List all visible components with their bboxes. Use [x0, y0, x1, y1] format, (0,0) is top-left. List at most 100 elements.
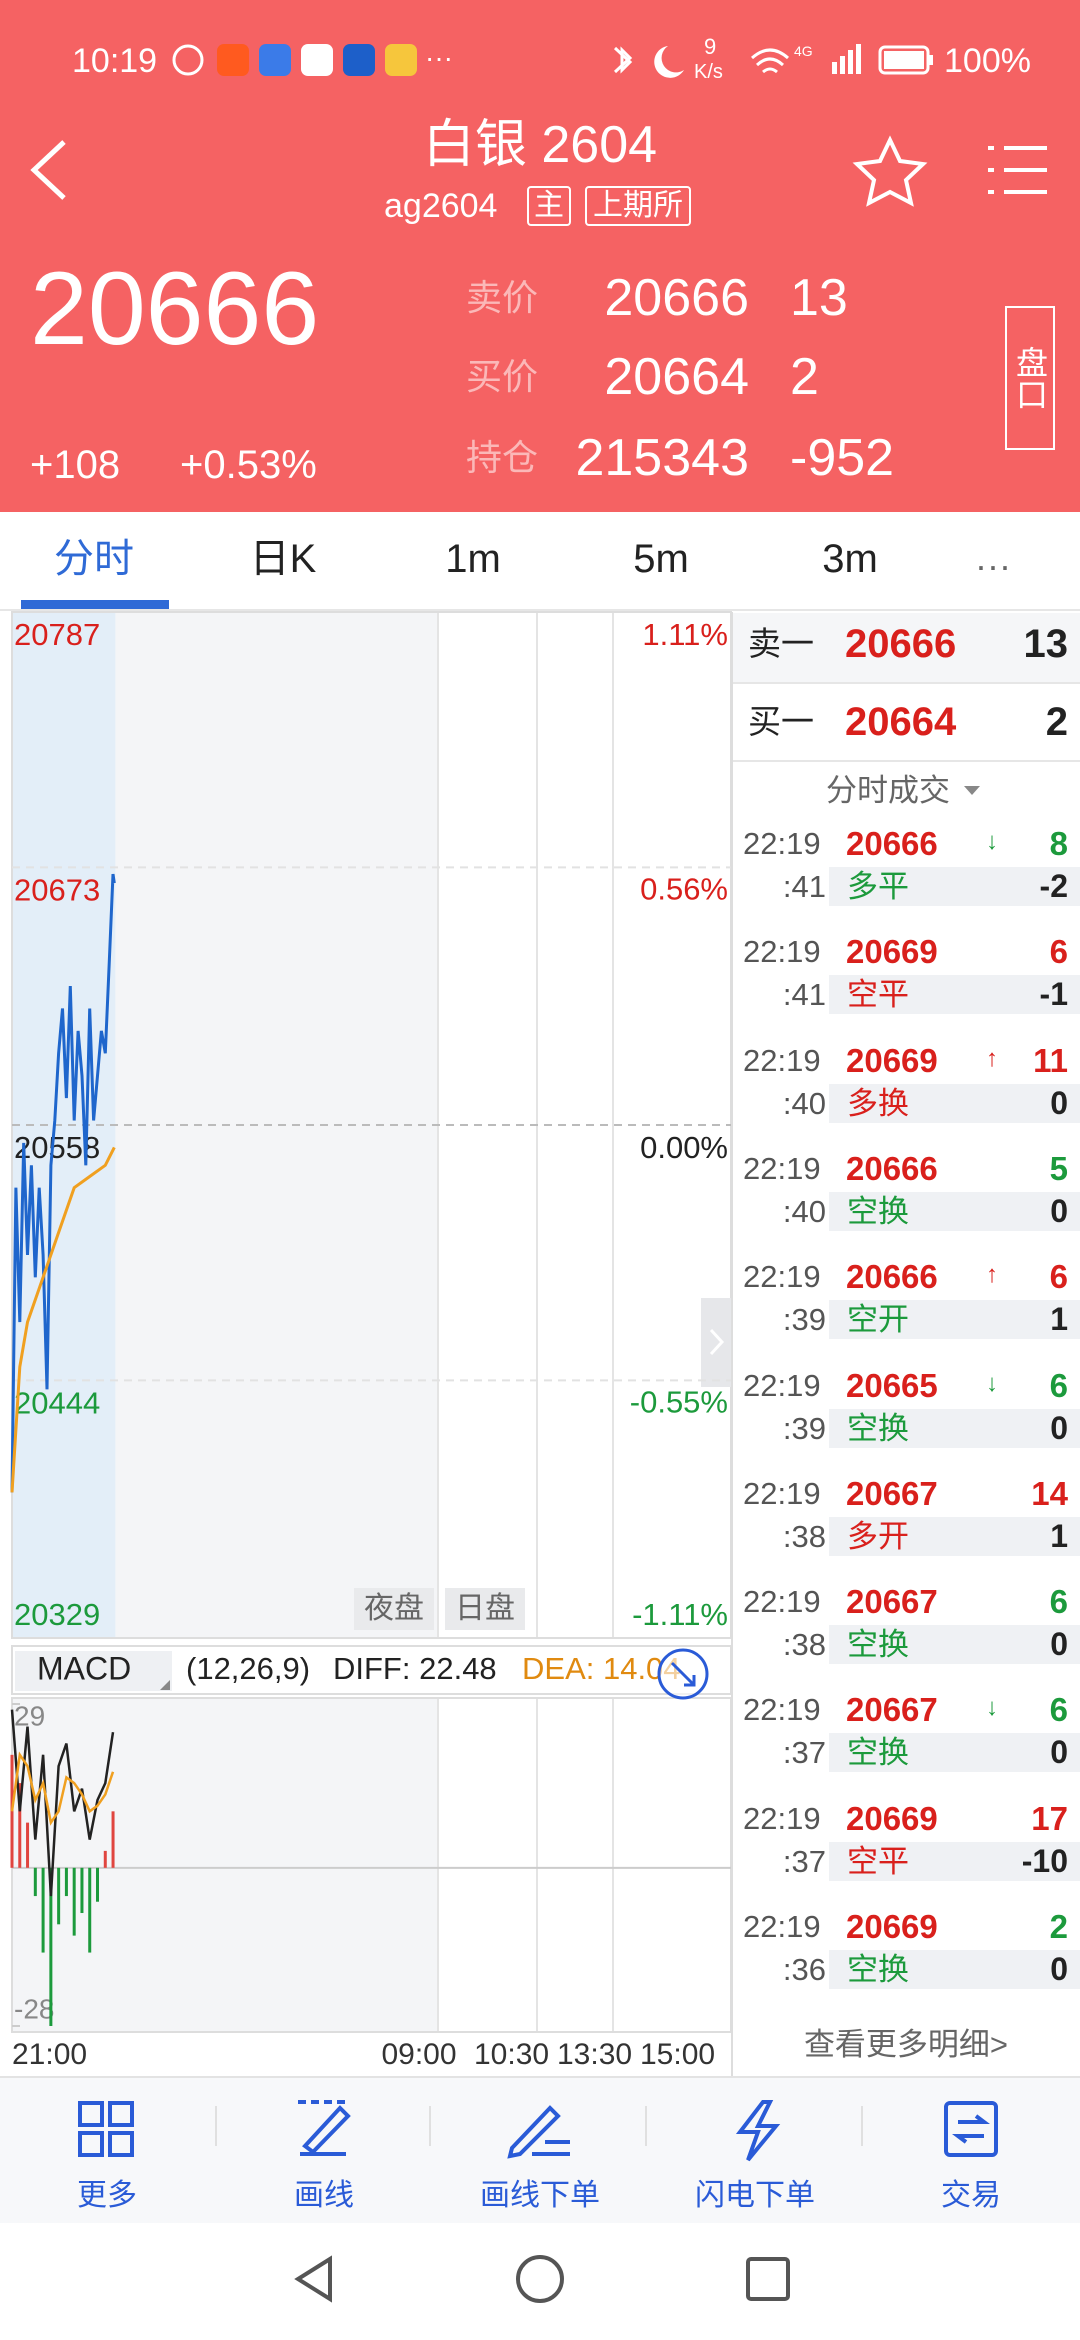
- quote-qty: 13: [790, 269, 848, 327]
- trade-time: 22:19: [743, 826, 821, 861]
- trade-vol: 2: [1049, 1908, 1068, 1945]
- trade-time: 22:19: [743, 1475, 821, 1511]
- trade-sec: :37: [782, 1735, 826, 1771]
- trade-sec: :38: [782, 1518, 826, 1554]
- back-button[interactable]: [30, 140, 66, 200]
- nav-home[interactable]: [516, 2255, 564, 2303]
- status-battery: 100%: [944, 42, 1031, 80]
- toolbar-label[interactable]: 交易: [941, 2179, 1001, 2212]
- status-icons: [172, 44, 933, 78]
- y2-tick-label: -0.55%: [630, 1384, 728, 1419]
- y-tick-label: 20329: [14, 1597, 100, 1632]
- nav-back[interactable]: [294, 2255, 332, 2303]
- trade-time: 22:19: [743, 1259, 821, 1295]
- header-bg: [0, 0, 1080, 512]
- quote-label: 买价: [466, 356, 539, 397]
- trade-vol: 11: [1033, 1041, 1068, 1079]
- trade-arrow: ↑: [986, 1261, 998, 1289]
- trade-price: 20669: [846, 1799, 938, 1837]
- more-link[interactable]: 查看更多明细>: [803, 2027, 1009, 2062]
- change-pct: +0.53%: [180, 443, 317, 487]
- tab[interactable]: 1m: [445, 537, 501, 581]
- trade-time: 22:19: [743, 1042, 821, 1078]
- trade-vol: 6: [1049, 1258, 1068, 1296]
- trade-change: 0: [1050, 1734, 1068, 1771]
- y-tick-label: 20787: [14, 617, 100, 652]
- trade-type: 空平: [847, 977, 909, 1013]
- toolbar-label[interactable]: 画线: [294, 2179, 354, 2212]
- series-line: [10, 873, 116, 1493]
- tab[interactable]: 5m: [633, 537, 689, 581]
- y-tick-label: 20444: [14, 1386, 100, 1421]
- series-line: [10, 1146, 116, 1493]
- trade-row-bg: [829, 1191, 1080, 1231]
- trade-time: 22:19: [743, 934, 821, 970]
- quote-label: 卖价: [466, 277, 539, 318]
- panel-button[interactable]: 盘口: [1005, 306, 1055, 450]
- trade-type: 空换: [847, 1735, 909, 1771]
- trade-arrow: ↓: [986, 1694, 998, 1722]
- toolbar-label[interactable]: 画线下单: [480, 2179, 600, 2212]
- trade-change: 0: [1050, 1409, 1068, 1446]
- night-bg: [12, 1698, 438, 2032]
- tab[interactable]: 分时: [54, 537, 134, 581]
- book-label: 买一: [748, 703, 814, 740]
- trade-sec: :39: [782, 1302, 826, 1338]
- toolbar-label[interactable]: 更多: [77, 2179, 137, 2212]
- trade-arrow: ↓: [986, 828, 998, 855]
- macd-bar: [88, 1867, 92, 1953]
- trade-row-bg: [829, 1841, 1080, 1881]
- trade-price: 20666: [846, 825, 938, 862]
- status-speed-unit: K/s: [694, 61, 723, 83]
- macd-title: MACD: [37, 1650, 131, 1686]
- trade-change: 1: [1050, 1301, 1068, 1338]
- chart: 20787206732055820444203291.11%0.56%0.00%…: [10, 611, 1080, 2076]
- x-tick-label: 09:00: [381, 2038, 456, 2071]
- trade-price: 20667: [846, 1474, 938, 1512]
- x-tick-label: 13:30: [557, 2038, 632, 2071]
- status-more: ···: [425, 42, 453, 73]
- trade-price: 20667: [846, 1583, 938, 1621]
- trade-time: 22:19: [743, 1692, 821, 1728]
- macd-bar: [72, 1867, 76, 1936]
- trade-type: 空换: [847, 1952, 909, 1987]
- trade-change: -10: [1021, 1842, 1068, 1879]
- tab-more[interactable]: ···: [975, 545, 1011, 586]
- trade-sec: :36: [782, 1952, 826, 1987]
- nav-recent[interactable]: [746, 2257, 790, 2301]
- series-line: [10, 1751, 115, 1826]
- status-time: 10:19: [72, 42, 158, 80]
- expand-arrow: [670, 1661, 696, 1687]
- trades-title: 分时成交: [826, 773, 950, 808]
- tab[interactable]: 日K: [249, 537, 317, 581]
- trade-vol: 6: [1049, 1583, 1068, 1621]
- trade-time: 22:19: [743, 1150, 821, 1186]
- toolbar-icons: [0, 2100, 1080, 2340]
- trade-time: 22:19: [743, 1800, 821, 1836]
- tab[interactable]: 3m: [822, 537, 878, 581]
- trade-vol: 5: [1049, 1149, 1068, 1187]
- trade-vol: 6: [1049, 1366, 1068, 1404]
- book-qty: 13: [1023, 622, 1069, 666]
- status-speed: 9: [704, 34, 717, 59]
- book-price: 20664: [845, 700, 957, 744]
- trade-sec: :37: [782, 1843, 826, 1879]
- quote-price: 20664: [604, 348, 749, 406]
- trade-row-bg: [829, 1408, 1080, 1448]
- trade-row-bg: [829, 975, 1080, 1015]
- y2-tick-label: 1.11%: [642, 617, 728, 652]
- ask-row-bg: [733, 613, 1080, 683]
- macd-bar: [64, 1867, 68, 1897]
- macd-bar: [10, 1754, 14, 1868]
- macd-bar: [26, 1822, 30, 1868]
- trade-price: 20666: [846, 1258, 938, 1296]
- trade-type: 空换: [847, 1627, 909, 1663]
- toolbar-label[interactable]: 闪电下单: [695, 2179, 815, 2212]
- trade-row-bg: [829, 1950, 1080, 1989]
- favorite-button[interactable]: [852, 135, 928, 207]
- y2-tick-label: 0.00%: [640, 1130, 728, 1165]
- trade-row-bg: [829, 1516, 1080, 1556]
- trade-price: 20669: [846, 1041, 938, 1079]
- menu-button[interactable]: [988, 146, 1047, 194]
